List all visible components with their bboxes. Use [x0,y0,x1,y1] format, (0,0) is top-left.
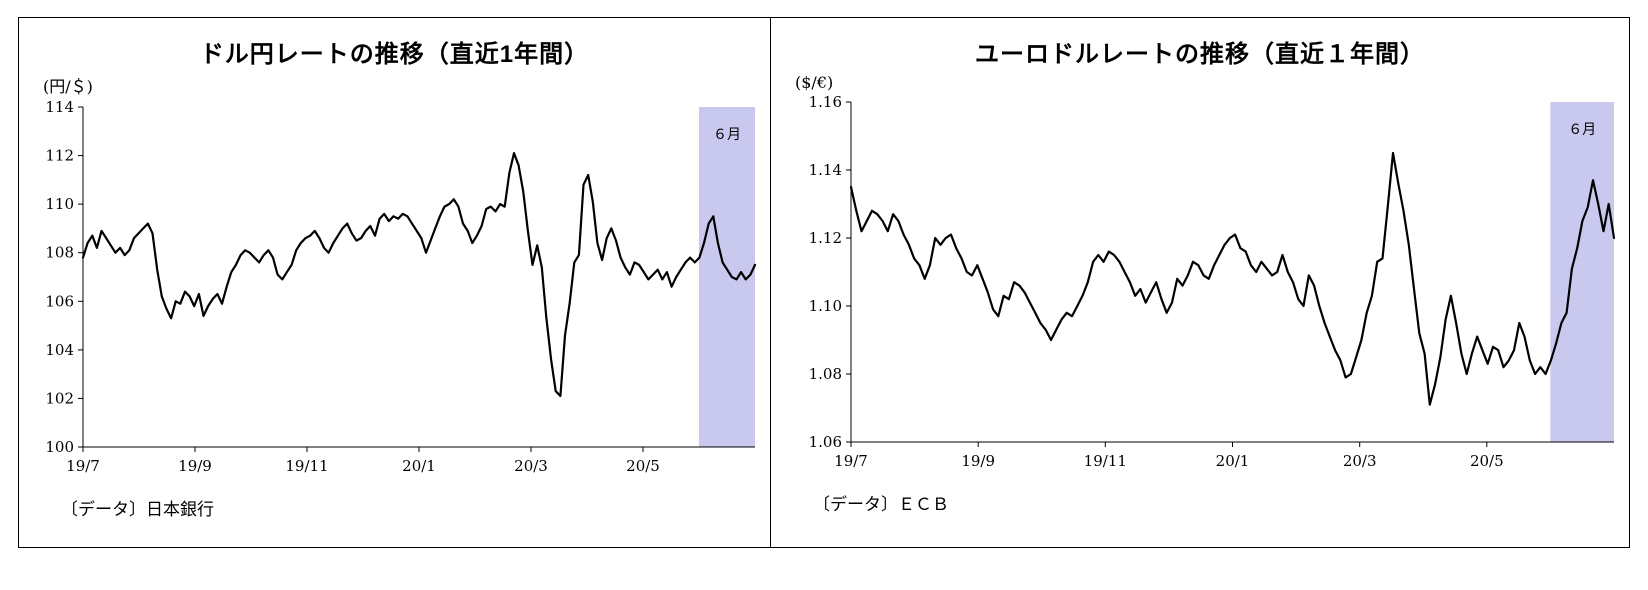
svg-text:20/5: 20/5 [1470,452,1504,470]
svg-text:20/1: 20/1 [402,457,436,475]
usdjpy-panel: ドル円レートの推移（直近1年間） (円/＄) ６月 100 102 104 106 108… [19,18,771,547]
svg-text:19/7: 19/7 [66,457,100,475]
usdjpy-data-source-note: 〔データ〕日本銀行 [61,500,214,520]
svg-text:1.06: 1.06 [809,433,842,451]
svg-text:19/7: 19/7 [834,452,868,470]
svg-text:20/1: 20/1 [1216,452,1250,470]
svg-text:110: 110 [45,195,74,213]
svg-text:108: 108 [45,244,74,262]
svg-text:19/11: 19/11 [1084,452,1127,470]
rate-line [81,151,757,398]
svg-text:1.10: 1.10 [809,297,842,315]
svg-text:1.08: 1.08 [809,365,842,383]
eurusd-data-source-note: 〔データ〕ＥＣＢ [813,495,949,515]
svg-text:1.14: 1.14 [809,161,842,179]
svg-text:102: 102 [45,389,74,407]
svg-text:20/3: 20/3 [514,457,548,475]
svg-text:106: 106 [45,292,74,310]
svg-text:19/9: 19/9 [178,457,212,475]
eurusd-panel: ユーロドルレートの推移（直近１年間） ($/€) ６月 1.06 1.08 1.10 1… [771,18,1629,547]
svg-text:1.12: 1.12 [809,229,842,247]
svg-text:19/11: 19/11 [285,457,328,475]
svg-text:20/5: 20/5 [626,457,660,475]
june-highlight-band [699,107,755,447]
usdjpy-chart-title: ドル円レートの推移（直近1年間） [199,41,590,68]
june-highlight-label: ６月 [1568,122,1596,138]
svg-text:114: 114 [45,99,74,116]
usdjpy-y-axis-unit-label: (円/＄) [43,77,93,96]
eurusd-chart-title: ユーロドルレートの推移（直近１年間） [975,41,1425,68]
eurusd-y-axis-unit-label: ($/€) [795,73,834,92]
fx-rate-charts: ドル円レートの推移（直近1年間） (円/＄) ６月 100 102 104 106 108… [18,17,1630,548]
eurusd-line-chart: ６月 1.06 1.08 1.10 1.12 1.14 1.16 19/7 19/9 19/11 2… [809,94,1616,470]
june-highlight-band [1550,102,1614,442]
svg-text:104: 104 [45,341,74,359]
usdjpy-line-chart: ６月 100 102 104 106 108 110 112 114 19/7 19/9 19/11 2… [45,99,757,475]
svg-text:19/9: 19/9 [961,452,995,470]
svg-text:112: 112 [45,147,74,165]
june-highlight-label: ６月 [713,127,741,143]
svg-text:20/3: 20/3 [1343,452,1377,470]
rate-line [849,151,1616,406]
svg-text:100: 100 [45,438,74,456]
svg-text:1.16: 1.16 [809,94,842,111]
